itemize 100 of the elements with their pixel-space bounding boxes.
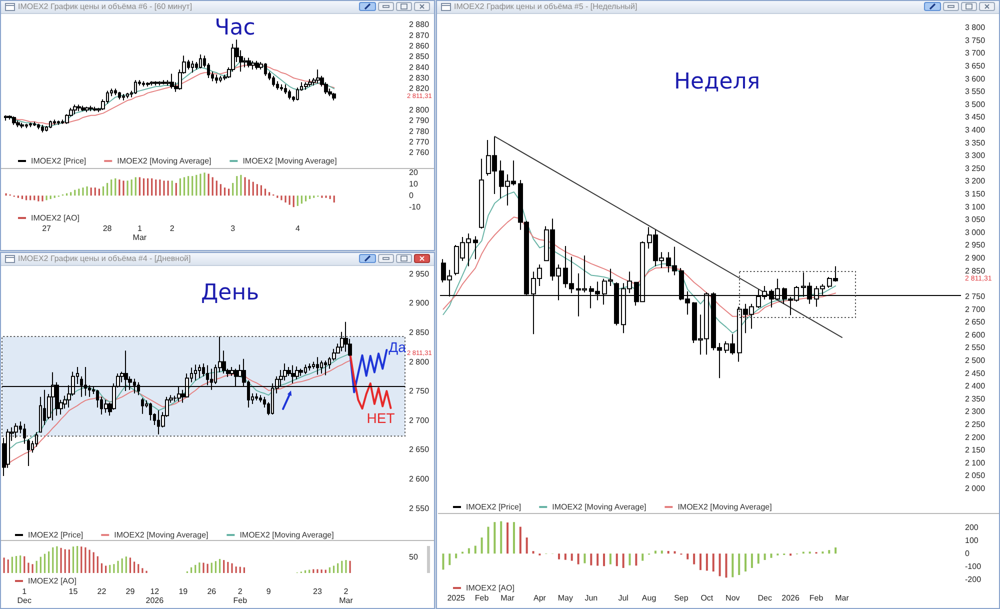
x-tick-label: Aug: [642, 594, 656, 603]
x-tick-label: 12 2026: [146, 587, 164, 605]
x-tick-label: Nov: [726, 594, 740, 603]
legend-label: IMOEX2 [AO]: [466, 584, 514, 592]
y-tick-label: 2 850: [965, 266, 986, 276]
x-tick-label: 23: [313, 587, 322, 596]
legend-label: IMOEX2 [Moving Average]: [242, 156, 337, 166]
x-tick-label: 15: [68, 587, 78, 596]
y-tick-label: 3 600: [965, 74, 986, 84]
y-tick-label: 2 850: [409, 328, 430, 337]
legend-label: IMOEX2 [Moving Average]: [552, 502, 646, 512]
y-tick-label: 3 250: [965, 164, 986, 173]
y-tick-label: 2 800: [409, 357, 430, 366]
y-tick-label: 3 400: [965, 126, 986, 135]
x-tick-label: Sep: [674, 594, 689, 603]
y-tick-label: -100: [965, 562, 982, 572]
y-tick-label: 2 200: [965, 432, 986, 442]
y-tick-label: 2 550: [965, 343, 986, 352]
y-tick-label: 2 400: [965, 382, 986, 391]
y-tick-label: -200: [965, 575, 982, 584]
y-tick-label: 2 650: [965, 318, 986, 327]
x-tick-label: Oct: [700, 594, 714, 603]
y-tick-label: 2 350: [965, 394, 986, 404]
y-tick-label: 2 950: [409, 269, 430, 278]
y-tick-label: 2 100: [965, 458, 986, 468]
series-label: НЕТ: [366, 410, 396, 426]
y-tick-label: 3 500: [965, 100, 986, 109]
text: День: [200, 280, 260, 306]
y-tick-label: 2 770: [409, 138, 430, 147]
y-tick-label: 2 550: [409, 504, 430, 513]
y-tick-label: 3 350: [965, 138, 986, 148]
x-tick-label: Jun: [584, 594, 598, 603]
legend-label: IMOEX2 [Moving Average]: [117, 156, 212, 166]
legend-label: IMOEX2 [Price]: [28, 530, 84, 540]
y-tick-label: 2 150: [965, 446, 986, 455]
y-tick-label: 0: [409, 191, 414, 200]
y-tick-label: 10: [409, 180, 418, 189]
text: 50: [409, 552, 418, 562]
y-tick-label: 2 600: [409, 474, 430, 484]
x-tick-label: Apr: [533, 594, 546, 603]
y-tick-label: 2 800: [409, 106, 430, 114]
y-tick-label: 2 820: [409, 84, 430, 94]
text: Неделя: [674, 70, 760, 94]
y-tick-label: 2 830: [409, 74, 430, 82]
y-tick-label: 2 700: [409, 416, 430, 425]
series-label: Да: [388, 339, 406, 356]
y-tick-label: 3 800: [965, 23, 986, 32]
x-tick-label: Feb: [809, 594, 824, 603]
x-tick-label: 2 Feb: [233, 587, 248, 605]
y-tick-label: 3 300: [965, 151, 986, 160]
x-tick-label: 9: [266, 587, 272, 596]
x-tick-label: Dec: [758, 594, 772, 603]
x-tick-label: 3: [230, 224, 236, 234]
y-tick-label: 200: [965, 522, 979, 532]
y-tick-label: 3 150: [965, 190, 986, 199]
chart-title: Час: [214, 16, 256, 40]
x-tick-label: 1 Dec: [17, 587, 32, 605]
legend-label: IMOEX2 [Moving Average]: [240, 530, 334, 540]
y-tick-label: 2 700: [965, 304, 986, 314]
chart-subtitle: IMOEX2 График цены и объёма #5 - [Недельный]: [454, 1, 638, 13]
legend-label: IMOEX2 [Moving Average]: [114, 530, 208, 540]
y-tick-label: 2 900: [409, 298, 430, 308]
y-tick-label: 3 750: [965, 36, 986, 45]
x-tick-label: 4: [295, 224, 300, 234]
y-tick-label: 2 300: [965, 407, 986, 416]
x-tick-label: 2025: [447, 594, 466, 603]
x-tick-label: 27: [42, 224, 52, 234]
y-tick-label: 20: [409, 168, 418, 178]
y-tick-label: 2 600: [965, 330, 986, 340]
x-tick-label: 2026: [782, 594, 800, 603]
x-tick-label: 19: [178, 587, 188, 596]
y-tick-label: 2 950: [965, 240, 986, 250]
x-tick-label: Mar: [500, 594, 515, 603]
y-tick-label: 0: [965, 549, 970, 558]
y-tick-label: 2 880: [409, 20, 430, 30]
x-tick-label: 2: [170, 224, 175, 234]
x-tick-label: Feb: [474, 594, 490, 603]
x-tick-label: Mar: [835, 594, 850, 603]
chart-subtitle: IMOEX2 График цены и объёма #6 - [60 минут]: [18, 1, 192, 13]
y-tick-label: 2 840: [409, 62, 430, 72]
y-tick-label: 2 500: [965, 356, 986, 365]
x-tick-label: 2 Mar: [339, 587, 354, 605]
legend-label: IMOEX2 [AO]: [31, 214, 80, 222]
y-tick-label: 3 050: [965, 215, 986, 224]
legend-label: IMOEX2 [Moving Average]: [678, 502, 772, 512]
y-tick-label: 100: [965, 536, 979, 545]
y-tick-label: 2 000: [965, 484, 986, 493]
y-tick-label: 2 780: [409, 126, 430, 136]
chart-subtitle: IMOEX2 График цены и объёма #4 - [Дневной]: [18, 253, 191, 265]
y-tick-label: 2 850: [409, 52, 430, 62]
y-tick-label: 3 700: [965, 48, 986, 58]
y-tick-label: 2 050: [965, 471, 986, 480]
y-tick-label: 3 000: [965, 228, 986, 237]
y-tick-label: 2 760: [409, 148, 430, 158]
y-tick-label: 2 650: [409, 445, 430, 454]
y-tick-label: -10: [409, 202, 422, 212]
y-tick-label: 3 550: [965, 87, 986, 96]
x-tick-label: 28: [102, 224, 112, 234]
y-tick-label: 2 900: [965, 254, 986, 263]
x-tick-label: 22: [97, 587, 107, 596]
